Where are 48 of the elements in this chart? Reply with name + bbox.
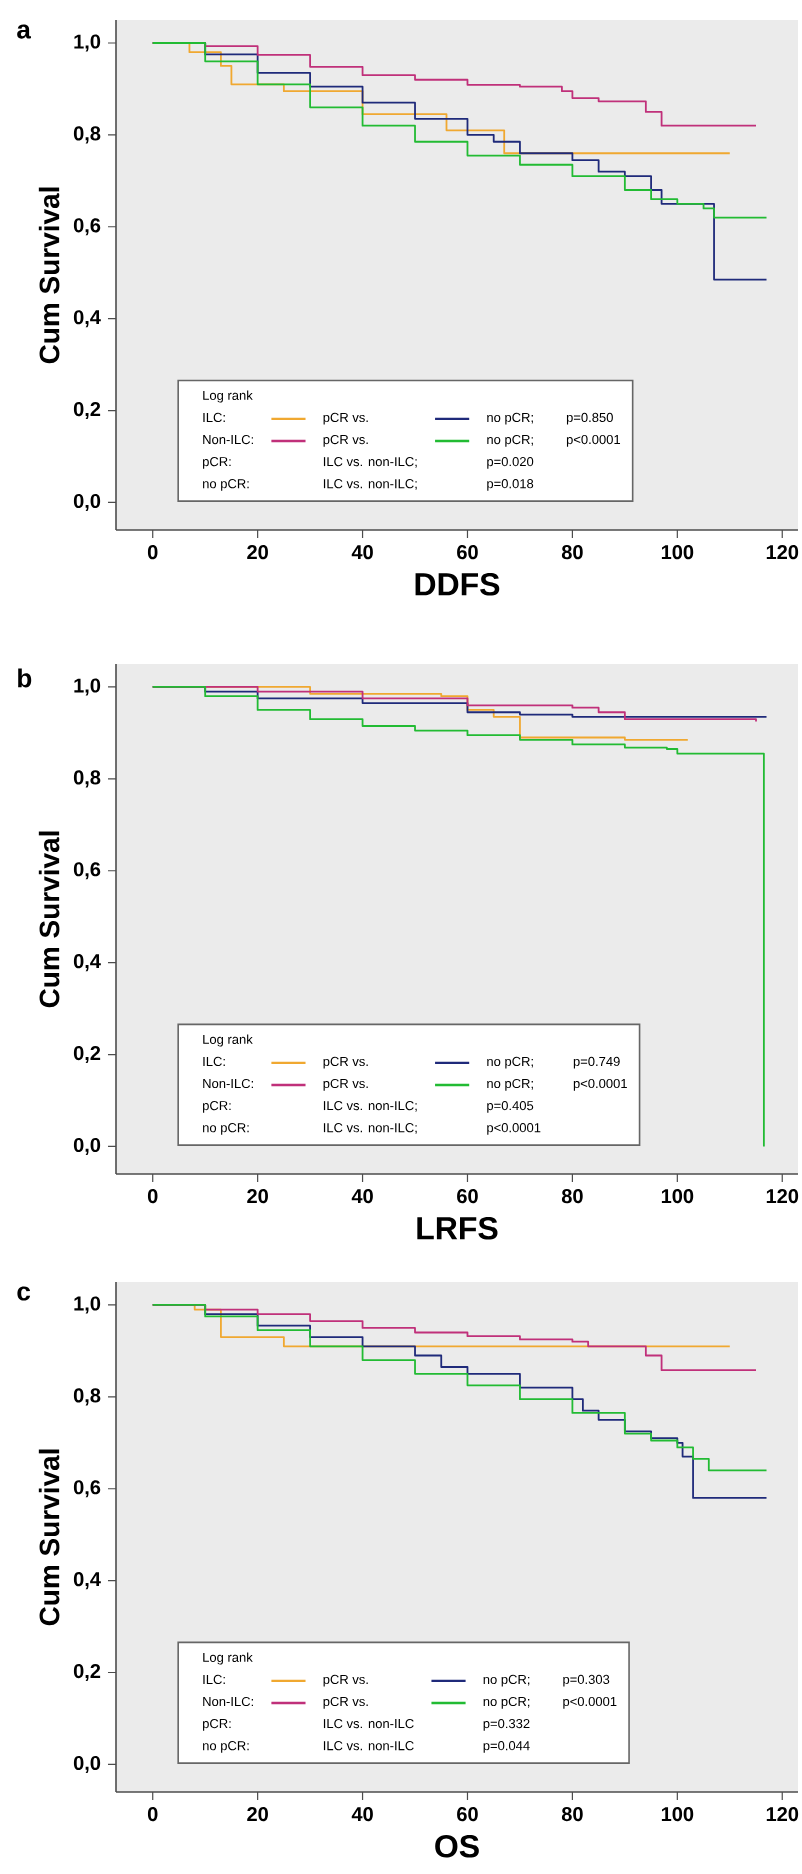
y-tick-label: 0,2 [73, 1663, 101, 1682]
x-axis-title: OS [435, 1834, 479, 1858]
x-axis-title: DDFS [415, 572, 500, 596]
y-tick-label: 0,0 [73, 493, 101, 511]
chart-title: c [17, 1286, 31, 1301]
x-tick-label: 20 [247, 545, 268, 560]
x-tick-label: 20 [247, 1807, 268, 1822]
x-tick-label: 60 [457, 1807, 478, 1822]
x-tick-label: 40 [351, 545, 373, 560]
y-tick-label: 0,0 [73, 1137, 101, 1155]
x-tick-label: 100 [661, 1807, 694, 1822]
x-tick-label: 40 [351, 1189, 373, 1204]
y-tick-label: 0,0 [73, 1755, 101, 1773]
x-tick-label: 40 [351, 1807, 373, 1822]
chart-title: a [17, 24, 32, 39]
y-axis-title: Cum Survival [38, 187, 60, 364]
x-tick-label: 0 [147, 1189, 158, 1204]
x-tick-label: 80 [561, 1189, 583, 1204]
x-tick-label: 80 [561, 545, 583, 560]
x-tick-label: 100 [661, 545, 694, 560]
y-tick-label: 0,2 [73, 1046, 101, 1064]
chart-title: b [18, 668, 32, 688]
x-axis-title: LRFS [417, 1216, 498, 1240]
y-tick-label: 0,8 [73, 1388, 101, 1406]
y-tick-label: 0,6 [73, 862, 101, 880]
y-tick-label: 0,2 [73, 402, 101, 420]
y-tick-label: 0,4 [73, 954, 101, 972]
x-tick-label: 120 [766, 1189, 799, 1204]
x-tick-label: 0 [147, 545, 158, 560]
y-axis-title: Cum Survival [38, 831, 60, 1008]
y-tick-label: 0,8 [73, 770, 101, 788]
y-tick-label: 1,0 [74, 34, 101, 52]
x-tick-label: 100 [661, 1189, 694, 1204]
x-tick-label: 120 [766, 1807, 799, 1822]
x-tick-label: 80 [561, 1807, 583, 1822]
y-tick-label: 0,6 [73, 218, 101, 236]
x-tick-label: 60 [457, 545, 478, 560]
y-tick-label: 0,8 [73, 126, 101, 144]
y-tick-label: 0,6 [73, 1480, 101, 1498]
y-tick-label: 0,4 [73, 310, 101, 328]
y-axis-title: Cum Survival [38, 1449, 60, 1626]
x-tick-label: 0 [147, 1807, 158, 1822]
x-tick-label: 60 [457, 1189, 478, 1204]
x-tick-label: 20 [247, 1189, 268, 1204]
y-tick-label: 1,0 [74, 1296, 101, 1314]
x-tick-label: 120 [766, 545, 799, 560]
y-tick-label: 0,4 [73, 1572, 101, 1590]
y-tick-label: 1,0 [74, 678, 101, 696]
